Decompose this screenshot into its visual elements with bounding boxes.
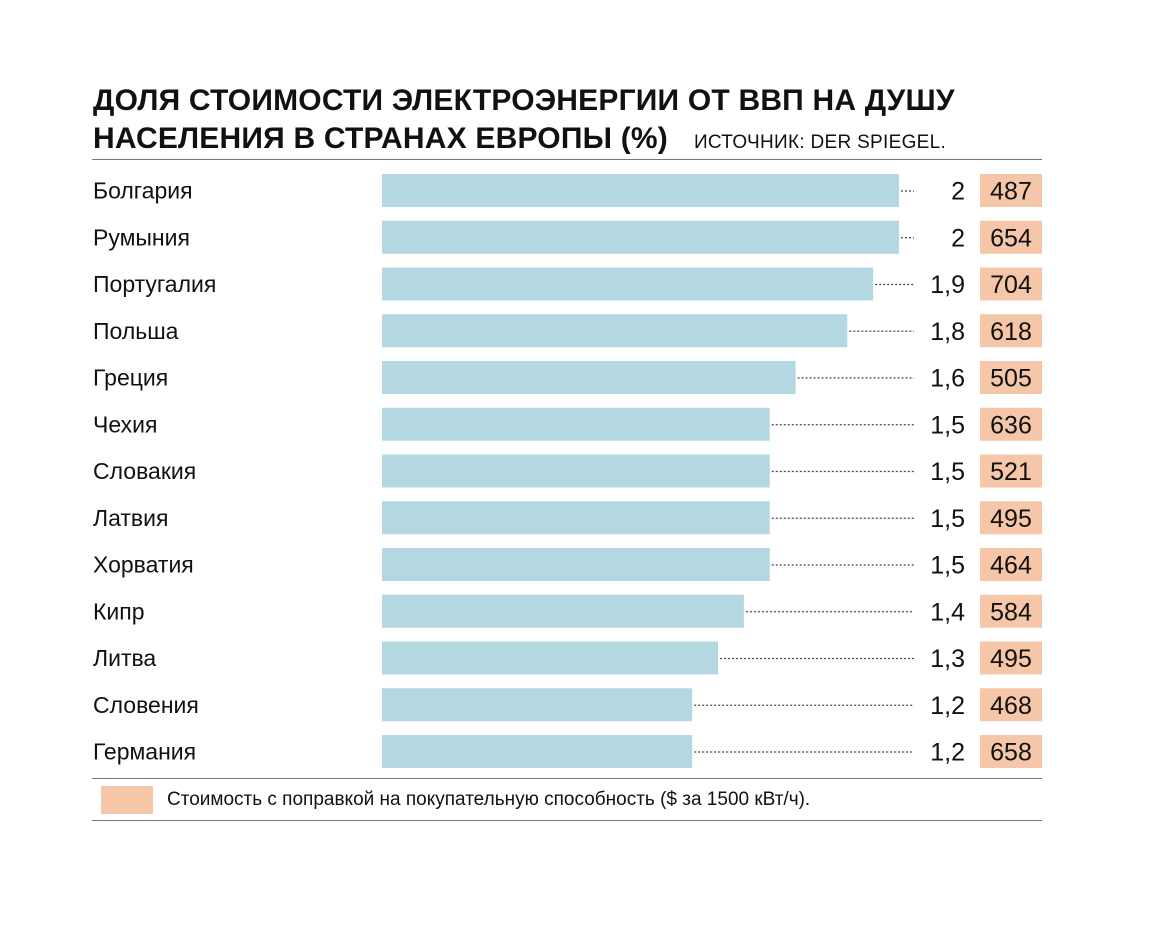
cost-label: 636	[990, 411, 1032, 439]
title-line-2: НАСЕЛЕНИЯ В СТРАНАХ ЕВРОПЫ (%) ИСТОЧНИК: …	[93, 120, 1053, 162]
cost-label: 495	[990, 645, 1032, 673]
cost-box	[980, 174, 1042, 207]
bar	[382, 220, 899, 254]
cost-label: 495	[990, 505, 1032, 533]
value-label: 1,5	[930, 458, 965, 486]
value-label: 1,9	[930, 271, 965, 299]
category-label: Словения	[93, 692, 199, 718]
bar	[382, 267, 874, 301]
category-label: Германия	[93, 739, 196, 765]
cost-label: 654	[990, 224, 1032, 252]
value-label: 1,8	[930, 318, 965, 346]
value-label: 1,5	[930, 552, 965, 580]
cost-label: 487	[990, 178, 1032, 206]
bar	[382, 454, 770, 488]
value-label: 1,5	[930, 411, 965, 439]
bar	[382, 641, 719, 675]
value-label: 2	[951, 224, 965, 252]
cost-label: 658	[990, 739, 1032, 767]
value-label: 1,6	[930, 365, 965, 393]
value-label: 1,4	[930, 598, 965, 626]
bottom-chart-divider	[92, 778, 1042, 779]
top-divider	[92, 159, 1042, 160]
cost-box	[980, 594, 1042, 628]
value-label: 1,2	[930, 739, 965, 767]
value-label: 1,5	[930, 505, 965, 533]
category-label: Латвия	[93, 505, 168, 531]
cost-label: 704	[990, 271, 1032, 299]
legend: Стоимость с поправкой на покупательную с…	[101, 786, 810, 814]
bar	[382, 407, 770, 441]
value-label: 2	[951, 178, 965, 206]
category-label: Болгария	[93, 178, 193, 204]
cost-box	[980, 501, 1042, 535]
cost-box	[980, 267, 1042, 301]
bar	[382, 501, 770, 535]
cost-label: 521	[990, 458, 1032, 486]
cost-box	[980, 548, 1042, 581]
cost-box	[980, 407, 1042, 441]
legend-swatch	[101, 786, 153, 814]
category-label: Словакия	[93, 458, 196, 484]
category-label: Чехия	[93, 411, 157, 437]
cost-label: 468	[990, 692, 1032, 720]
bar	[382, 174, 899, 207]
category-label: Румыния	[93, 224, 190, 250]
cost-box	[980, 361, 1042, 394]
cost-box	[980, 641, 1042, 675]
title-line-2-text: НАСЕЛЕНИЯ В СТРАНАХ ЕВРОПЫ (%)	[93, 122, 668, 155]
value-label: 1,2	[930, 692, 965, 720]
category-label: Кипр	[93, 598, 145, 624]
chart-title: ДОЛЯ СТОИМОСТИ ЭЛЕКТРОЭНЕРГИИ ОТ ВВП НА …	[93, 82, 1053, 162]
cost-box	[980, 688, 1042, 722]
category-label: Литва	[93, 645, 156, 671]
cost-label: 618	[990, 318, 1032, 346]
bar	[382, 688, 693, 722]
legend-label: Стоимость с поправкой на покупательную с…	[167, 789, 811, 810]
cost-label: 584	[990, 598, 1032, 626]
bar	[382, 548, 770, 581]
bar	[382, 361, 796, 394]
bar	[382, 314, 848, 348]
category-label: Португалия	[93, 271, 216, 297]
cost-label: 464	[990, 552, 1032, 580]
title-line-1: ДОЛЯ СТОИМОСТИ ЭЛЕКТРОЭНЕРГИИ ОТ ВВП НА …	[93, 84, 955, 117]
bar	[382, 594, 744, 628]
bottom-divider	[92, 820, 1042, 821]
cost-label: 505	[990, 365, 1032, 393]
category-label: Польша	[93, 318, 179, 344]
bar	[382, 735, 693, 768]
cost-box	[980, 454, 1042, 488]
source-label: ИСТОЧНИК: DER SPIEGEL.	[693, 132, 947, 153]
cost-box	[980, 314, 1042, 348]
category-label: Греция	[93, 365, 168, 391]
category-label: Хорватия	[93, 552, 194, 578]
cost-box	[980, 735, 1042, 768]
value-label: 1,3	[930, 645, 965, 673]
cost-box	[980, 220, 1042, 254]
